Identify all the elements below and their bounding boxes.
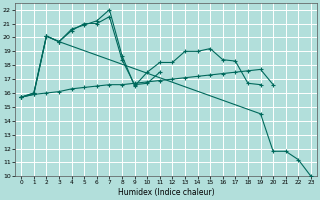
X-axis label: Humidex (Indice chaleur): Humidex (Indice chaleur) xyxy=(118,188,214,197)
